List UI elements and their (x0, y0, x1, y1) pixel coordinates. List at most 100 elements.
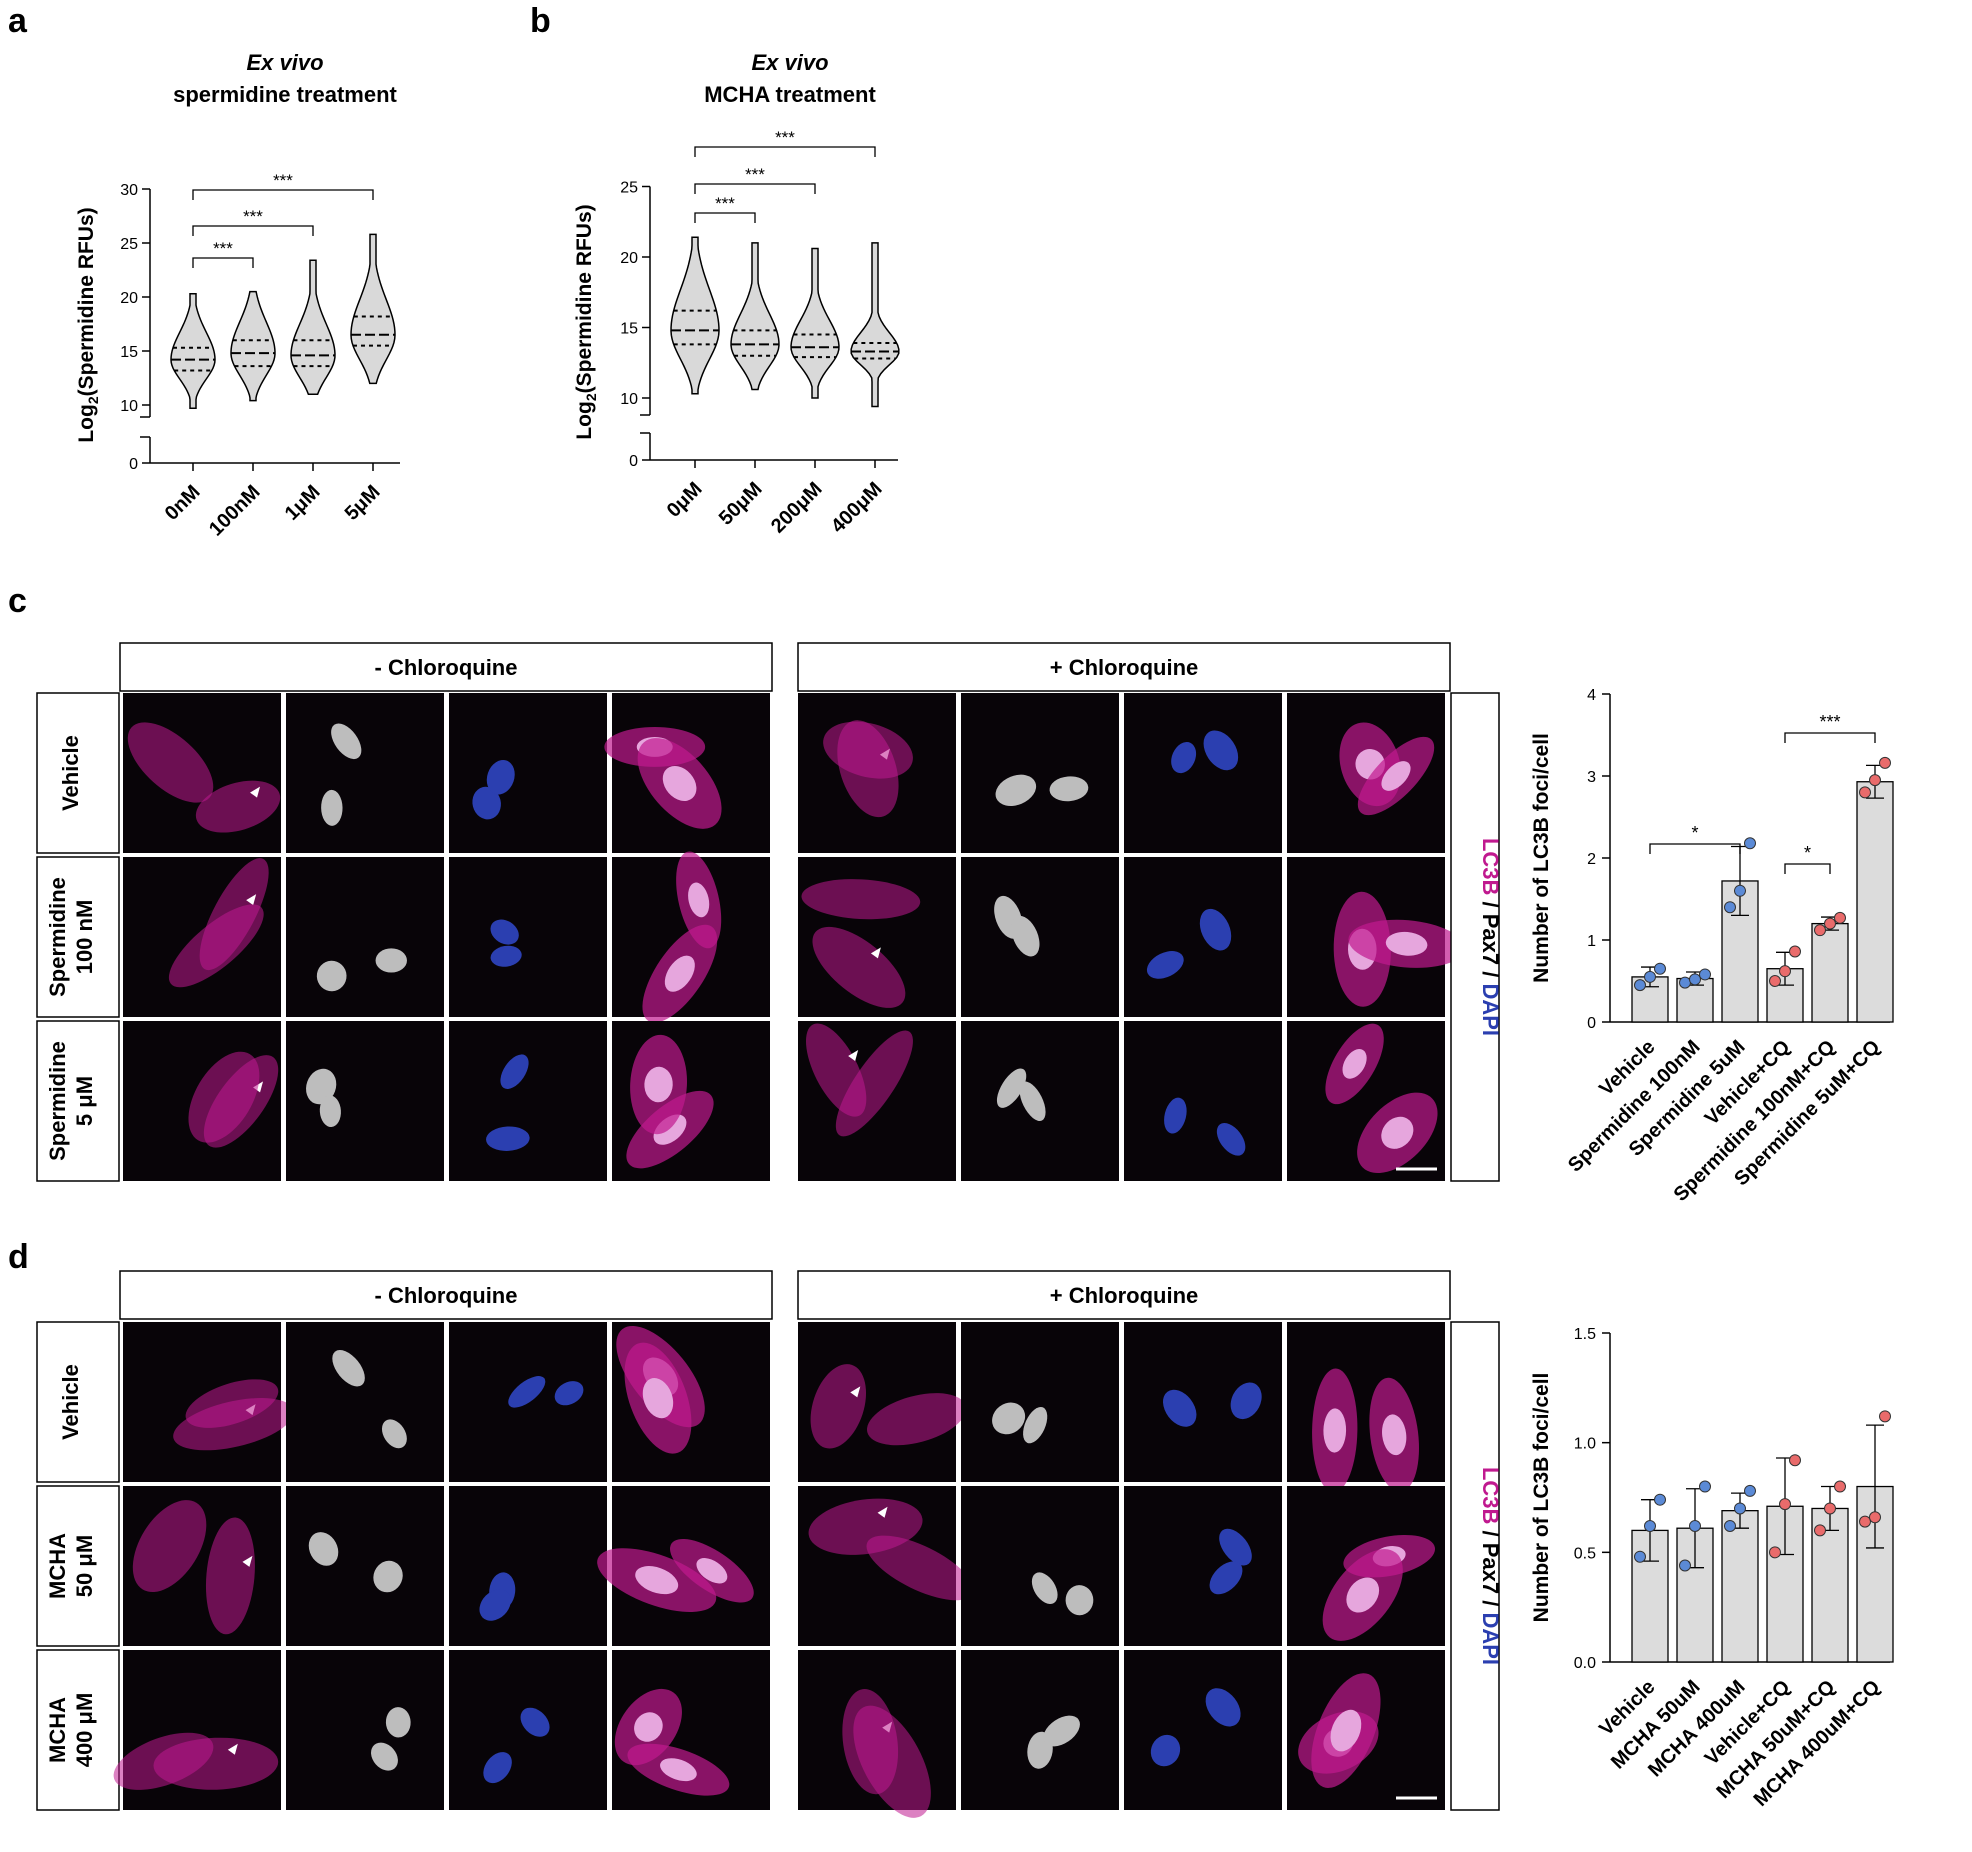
dapi-nucleus (1205, 1688, 1241, 1727)
merge-nucleus (1381, 1116, 1414, 1149)
data-point (1859, 786, 1871, 799)
data-point (1654, 962, 1666, 975)
y-tick-label: 10 (120, 398, 138, 415)
arrowhead-icon (877, 1506, 888, 1518)
header-box-minus-chloroquine (119, 642, 773, 692)
panel-letter-c: c (8, 582, 27, 620)
significance-bracket (1784, 863, 1831, 874)
y-tick-label: 25 (120, 236, 138, 253)
row-label: MCHA400 μM (45, 1693, 97, 1768)
data-point (1814, 924, 1826, 937)
significance-bracket (192, 189, 374, 200)
merge-nucleus (1323, 1408, 1347, 1453)
significance-bracket (694, 146, 876, 157)
y-tick-label: 15 (620, 321, 638, 338)
cell-cytoplasm (127, 722, 214, 803)
x-tick-label: 5μM (341, 481, 385, 525)
data-point (1644, 970, 1656, 983)
channel-label: LC3B (1478, 1467, 1503, 1524)
data-point (1769, 1546, 1781, 1559)
data-point (1834, 911, 1846, 924)
y-tick-label: 0 (629, 453, 638, 470)
y-tick-label: 2 (1587, 851, 1596, 868)
cell-cytoplasm (113, 1732, 214, 1790)
arrowhead-icon (227, 1743, 238, 1755)
bar-MCHA 400uM (1721, 1510, 1759, 1663)
data-point (1779, 1498, 1791, 1511)
arrowhead-icon (848, 1050, 859, 1062)
y-tick-label: 0 (1587, 1015, 1596, 1032)
pax7-nucleus (316, 960, 347, 992)
dapi-nucleus (1150, 1734, 1181, 1767)
x-tick-label: 200μM (767, 478, 827, 538)
micrograph-tile (286, 857, 444, 1017)
row-label-box (36, 1649, 120, 1811)
cell-cytoplasm (132, 1500, 207, 1593)
violin-1μM (290, 259, 336, 395)
data-point (1679, 976, 1691, 989)
y-tick-label: 3 (1587, 769, 1596, 786)
micrograph-grid-d: - Chloroquine + Chloroquine Vehicle MCHA50 … (36, 1270, 1503, 1818)
micrograph-tile (961, 1486, 1119, 1646)
violin-chart-b: 0 10 15 20 25 0μM 50μM 200μM 400μM *** *** *** (620, 128, 900, 538)
significance-bracket (192, 257, 254, 268)
data-point (1699, 1480, 1711, 1493)
data-point (1834, 1480, 1846, 1493)
channel-label: DAPI (1478, 1612, 1503, 1665)
x-tick-label: 400μM (827, 478, 887, 538)
pax7-nucleus (1011, 915, 1040, 957)
arrowhead-icon (250, 786, 261, 798)
x-tick-label: 0nM (161, 481, 205, 525)
data-point (1869, 774, 1881, 787)
micrograph-tile (449, 1021, 607, 1181)
data-point (1789, 1454, 1801, 1467)
channel-label: / Pax7 / (1478, 1524, 1503, 1612)
data-point (1744, 837, 1756, 850)
cell-cytoplasm (823, 721, 913, 779)
data-point (1689, 973, 1701, 986)
arrowhead-icon (850, 1386, 861, 1398)
row-label-box (36, 1321, 120, 1483)
y-tick-label: 4 (1587, 687, 1596, 704)
pax7-nucleus (319, 1095, 341, 1128)
panel-b-title-italic: Ex vivo (751, 50, 828, 75)
pax7-nucleus (996, 1068, 1027, 1108)
dapi-nucleus (1164, 1097, 1187, 1134)
row-label: Vehicle (58, 735, 83, 811)
significance-label: * (1691, 823, 1698, 843)
row-label: Spermidine100 nM (45, 877, 97, 997)
y-tick-label: 1.0 (1574, 1436, 1596, 1453)
row-label: Vehicle (58, 1364, 83, 1440)
channel-legend-box (1450, 692, 1500, 1182)
violin-chart-a: 0 10 15 20 25 30 0nM 100nM 1μM 5μM *** *** *** (120, 171, 400, 541)
row-label-box (36, 692, 120, 854)
row-label: Spermidine5 μM (45, 1041, 97, 1161)
y-tick-label: 1.5 (1574, 1326, 1596, 1343)
data-point (1744, 1484, 1756, 1497)
cell-cytoplasm (853, 1705, 931, 1818)
header-minus-chloroquine: - Chloroquine (375, 1283, 518, 1308)
dapi-nucleus (490, 945, 522, 967)
micrograph-tile (286, 1322, 444, 1482)
y-axis-label: Number of LC3B foci/cell (1530, 733, 1553, 983)
panel-a-title-italic: Ex vivo (246, 50, 323, 75)
arrowhead-icon (246, 894, 257, 906)
channel-label: / Pax7 / (1478, 895, 1503, 983)
significance-label: *** (243, 207, 263, 226)
panel-letter-b: b (530, 2, 551, 40)
panel-letter-d: d (8, 1238, 29, 1276)
micrograph-tile (961, 693, 1119, 853)
data-point (1734, 1502, 1746, 1515)
header-plus-chloroquine: + Chloroquine (1050, 655, 1199, 680)
merge-nucleus (688, 882, 710, 918)
significance-label: *** (213, 239, 233, 258)
x-tick-label: 100nM (205, 481, 265, 541)
significance-label: * (1804, 843, 1811, 863)
cell-cytoplasm (835, 1030, 913, 1137)
bar-Spermidine 5uM+CQ (1856, 781, 1894, 1023)
arrowhead-icon (242, 1555, 253, 1567)
merge-nucleus (1346, 1577, 1380, 1613)
cell-cytoplasm (195, 780, 281, 833)
pax7-nucleus (385, 1707, 411, 1738)
